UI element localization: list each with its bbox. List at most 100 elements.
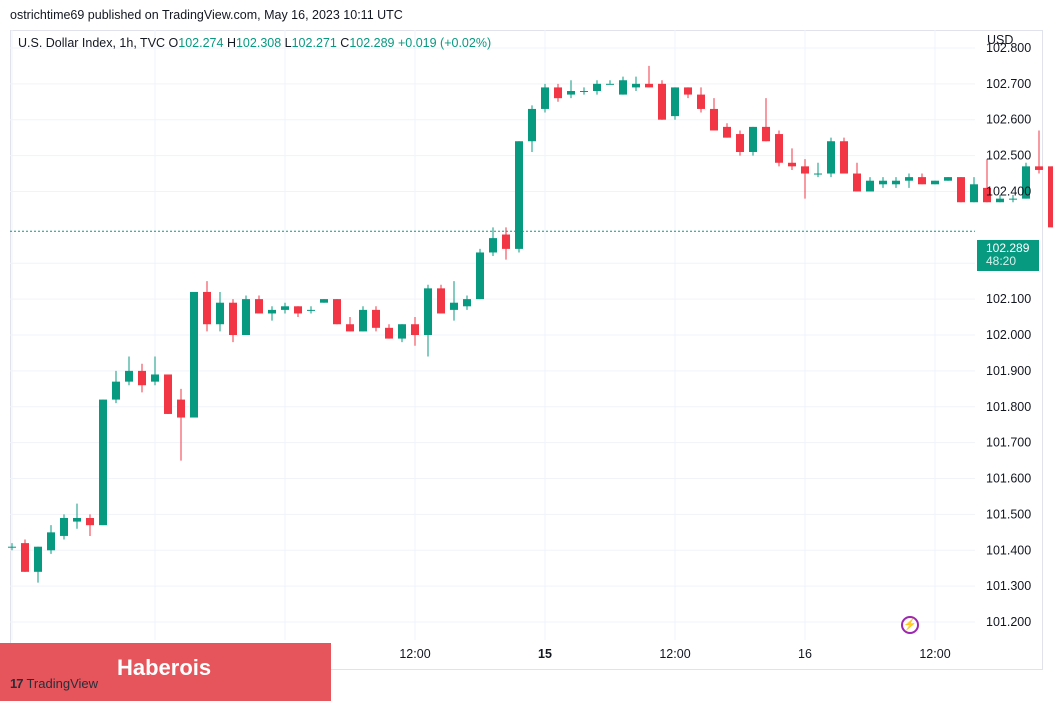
candle-body [918,177,926,185]
candle[interactable] [710,98,718,131]
candle[interactable] [697,87,705,113]
tradingview-logo: 17 TradingView [10,676,98,691]
candle[interactable] [879,177,887,188]
candle[interactable] [853,162,861,192]
candle-body [814,173,822,175]
candle[interactable] [333,299,341,325]
close-value: 102.289 [349,36,395,50]
candle[interactable] [372,306,380,332]
candle[interactable] [515,141,523,253]
candle[interactable] [957,177,965,203]
y-tick-label: 102.800 [986,41,1031,55]
candle[interactable] [268,306,276,321]
candle[interactable] [840,137,848,174]
candle[interactable] [944,177,952,181]
candle[interactable] [502,227,510,260]
candle[interactable] [112,370,120,404]
candle[interactable] [229,299,237,343]
chart-frame[interactable] [10,30,1043,670]
candle[interactable] [905,173,913,188]
candle[interactable] [567,80,575,99]
candle[interactable] [736,130,744,156]
candle[interactable] [164,374,172,414]
candle[interactable] [73,503,81,529]
candle[interactable] [489,227,497,257]
candle[interactable] [749,126,757,156]
candle[interactable] [281,302,289,314]
candle[interactable] [1009,195,1017,203]
candle[interactable] [528,105,536,152]
candle[interactable] [242,295,250,335]
symbol-name: U.S. Dollar Index, 1h, TVC [18,36,166,50]
candle[interactable] [541,83,549,113]
candle[interactable] [21,539,29,572]
y-tick-label: 102.400 [986,184,1031,198]
candle[interactable] [151,356,159,386]
candle[interactable] [177,388,185,461]
candle[interactable] [450,281,458,321]
candle[interactable] [398,324,406,343]
candle[interactable] [307,306,315,314]
lightning-icon[interactable]: ⚡ [901,616,919,634]
candle-body [931,180,939,185]
candle[interactable] [970,177,978,203]
candle[interactable] [125,356,133,386]
candle[interactable] [47,525,55,554]
candle[interactable] [788,148,796,170]
candle-body [710,108,718,131]
candle[interactable] [346,317,354,332]
candle[interactable] [424,284,432,357]
candle-body [632,83,640,88]
candle[interactable] [580,87,588,95]
candle[interactable] [86,514,94,536]
candle[interactable] [684,87,692,99]
candle[interactable] [918,173,926,185]
candle[interactable] [827,137,835,178]
candle[interactable] [1022,162,1030,199]
candle[interactable] [437,284,445,314]
candle[interactable] [320,299,328,303]
candle[interactable] [138,363,146,393]
candle[interactable] [775,130,783,167]
candle[interactable] [8,543,16,551]
candle[interactable] [255,295,263,314]
candle[interactable] [619,76,627,95]
candle[interactable] [359,306,367,332]
candle[interactable] [411,317,419,346]
candle[interactable] [476,248,484,300]
candle[interactable] [866,177,874,192]
change-value: +0.019 (+0.02%) [397,36,492,50]
candle[interactable] [216,291,224,332]
candle[interactable] [996,195,1004,203]
candle-body [47,532,55,551]
candle[interactable] [1048,166,1053,228]
candle[interactable] [892,177,900,188]
candle[interactable] [983,159,991,203]
candle[interactable] [645,65,653,88]
candle[interactable] [203,281,211,332]
candle[interactable] [34,546,42,583]
candle[interactable] [762,98,770,142]
candle[interactable] [606,80,614,85]
candle[interactable] [463,295,471,310]
candle[interactable] [723,123,731,138]
x-tick-label: 15 [538,647,552,661]
candle[interactable] [814,162,822,178]
candle[interactable] [671,87,679,120]
candle[interactable] [593,80,601,95]
candle[interactable] [632,76,640,91]
candle[interactable] [658,80,666,120]
currency-label[interactable]: USD [987,33,1014,47]
candle[interactable] [190,291,198,418]
candle[interactable] [385,324,393,339]
candle[interactable] [554,83,562,102]
candle[interactable] [1035,130,1043,174]
tradingview-mark-icon: 17 [10,676,24,691]
candle[interactable] [801,159,809,199]
candle[interactable] [60,514,68,540]
candle[interactable] [931,180,939,185]
candle-body [866,180,874,192]
candle[interactable] [294,306,302,318]
candle[interactable] [99,399,107,526]
